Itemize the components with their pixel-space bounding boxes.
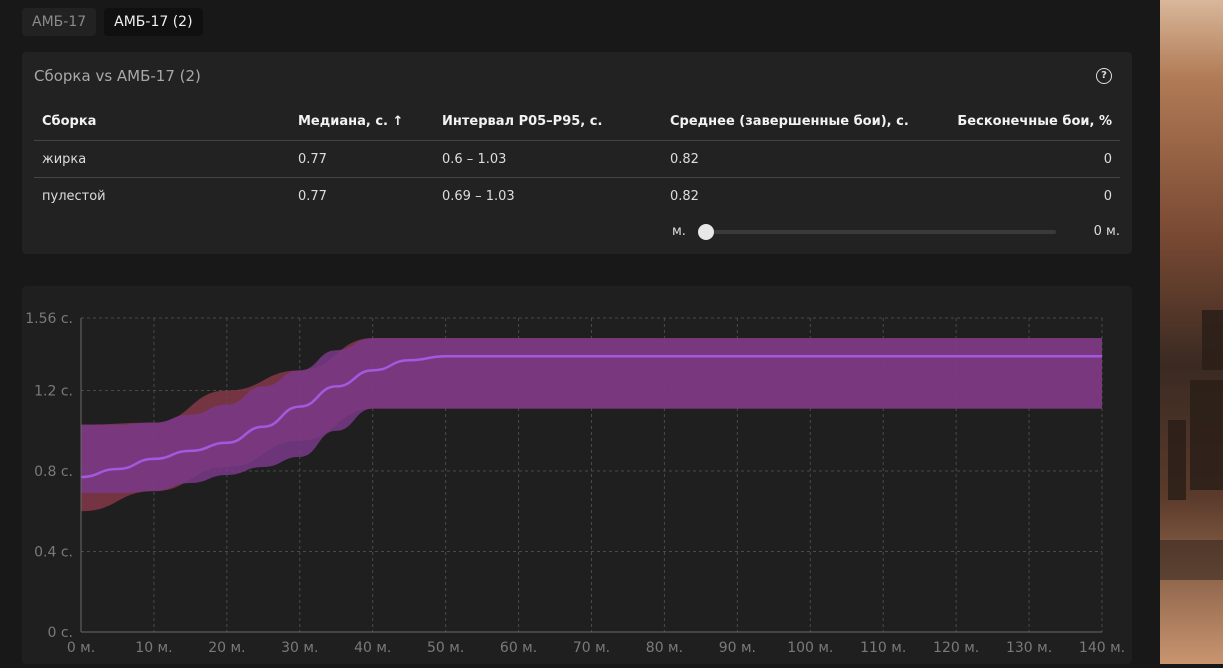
x-tick-label: 50 м.	[427, 640, 464, 656]
cell-mean: 0.82	[662, 140, 948, 178]
y-tick-label: 1.2 с.	[34, 383, 73, 399]
table-row: жирка 0.77 0.6 – 1.03 0.82 0	[34, 140, 1120, 178]
tab-amb17[interactable]: АМБ-17	[22, 8, 97, 36]
cell-build: пулестой	[42, 188, 106, 204]
x-tick-label: 90 м.	[719, 640, 756, 656]
slider-thumb[interactable]	[698, 224, 714, 240]
series-median-line	[80, 354, 1102, 479]
table-row: пулестой 0.77 0.69 – 1.03 0.82 0	[34, 178, 1120, 215]
cell-median: 0.77	[290, 140, 434, 178]
x-tick-label: 100 м.	[787, 640, 833, 656]
slider-value-label: 0 м.	[1093, 224, 1120, 239]
question-circle-icon[interactable]: ?	[1096, 68, 1112, 84]
x-tick-label: 30 м.	[281, 640, 318, 656]
y-tick-label: 0.4 с.	[34, 544, 73, 560]
series-band-1	[81, 338, 1102, 494]
ttk-chart: 0 с. 0.4 с. 0.8 с. 1.2 с. 1.56 с. 0 м. 10 м. 20…	[25, 311, 1125, 656]
x-tick-label: 140 м.	[1079, 640, 1125, 656]
cell-infinite: 0	[1103, 188, 1112, 204]
col-mean[interactable]: Среднее (завершенные бои), с.	[662, 102, 948, 141]
x-tick-label: 70 м.	[573, 640, 610, 656]
x-tick-label: 120 м.	[933, 640, 979, 656]
x-tick-label: 10 м.	[135, 640, 172, 656]
x-tick-label: 130 м.	[1006, 640, 1052, 656]
col-median[interactable]: Медиана, с. ↑	[290, 102, 434, 141]
slider-unit-label: м.	[672, 224, 686, 239]
distance-slider-row: м. 0 м.	[672, 222, 1122, 242]
cell-infinite: 0	[948, 140, 1120, 178]
cell-interval: 0.6 – 1.03	[434, 140, 662, 178]
comparison-table: Сборка Медиана, с. ↑ Интервал P05–P95, с…	[34, 102, 1120, 214]
chart-card: 0 с. 0.4 с. 0.8 с. 1.2 с. 1.56 с. 0 м. 10 м. 20…	[22, 286, 1132, 664]
table-header-row: Сборка Медиана, с. ↑ Интервал P05–P95, с…	[34, 102, 1120, 141]
y-tick-label: 1.56 с.	[25, 311, 73, 327]
tab-amb17-2[interactable]: АМБ-17 (2)	[104, 8, 203, 36]
col-interval[interactable]: Интервал P05–P95, с.	[434, 102, 662, 141]
x-tick-label: 40 м.	[354, 640, 391, 656]
x-tick-label: 60 м.	[500, 640, 537, 656]
col-infinite[interactable]: Бесконечные бои, %	[948, 102, 1120, 141]
x-tick-label: 80 м.	[646, 640, 683, 656]
y-tick-label: 0.8 с.	[34, 464, 73, 480]
cell-median: 0.77	[298, 188, 327, 204]
x-tick-label: 20 м.	[208, 640, 245, 656]
col-build[interactable]: Сборка	[34, 102, 290, 141]
comparison-card: Сборка vs АМБ-17 (2) ? Сборка Медиана, с…	[22, 52, 1132, 254]
cell-mean: 0.82	[670, 188, 699, 204]
x-tick-label: 0 м.	[67, 640, 95, 656]
cell-interval: 0.69 – 1.03	[442, 188, 515, 204]
x-tick-label: 110 м.	[860, 640, 906, 656]
cell-build: жирка	[34, 140, 290, 178]
slider-track[interactable]	[706, 230, 1056, 234]
card-title: Сборка vs АМБ-17 (2)	[34, 67, 201, 85]
tab-bar: АМБ-17 АМБ-17 (2)	[22, 8, 203, 36]
background-artwork	[1160, 0, 1223, 664]
y-tick-label: 0 с.	[47, 625, 73, 641]
